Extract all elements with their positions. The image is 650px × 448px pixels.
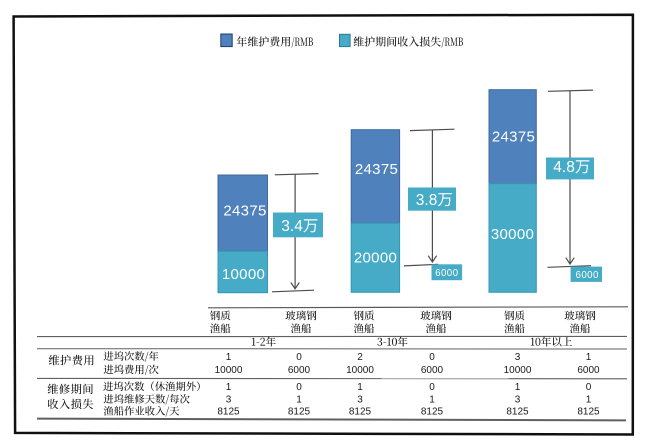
svg-text:10000: 10000 bbox=[215, 365, 243, 376]
svg-text:24375: 24375 bbox=[492, 128, 535, 145]
svg-text:3: 3 bbox=[226, 395, 232, 406]
svg-text:24375: 24375 bbox=[355, 161, 398, 178]
svg-text:8125: 8125 bbox=[421, 407, 444, 418]
svg-text:6000: 6000 bbox=[577, 365, 600, 376]
svg-text:8125: 8125 bbox=[288, 407, 311, 418]
svg-text:3: 3 bbox=[515, 395, 521, 406]
svg-text:8125: 8125 bbox=[349, 407, 372, 418]
svg-text:20000: 20000 bbox=[354, 249, 397, 266]
svg-text:0: 0 bbox=[429, 382, 435, 393]
svg-text:2: 2 bbox=[357, 352, 363, 363]
svg-text:0: 0 bbox=[586, 382, 592, 393]
svg-text:1: 1 bbox=[586, 352, 592, 363]
svg-text:0: 0 bbox=[429, 352, 435, 363]
svg-text:8125: 8125 bbox=[506, 407, 529, 418]
svg-text:3: 3 bbox=[515, 352, 521, 363]
svg-text:3.8: 3.8 bbox=[416, 192, 438, 209]
svg-text:1: 1 bbox=[429, 395, 435, 406]
svg-text:3.4: 3.4 bbox=[281, 218, 303, 235]
svg-text:1: 1 bbox=[226, 352, 232, 363]
svg-text:6000: 6000 bbox=[288, 365, 311, 376]
svg-text:1: 1 bbox=[296, 395, 302, 406]
svg-text:8125: 8125 bbox=[577, 407, 600, 418]
svg-text:6000: 6000 bbox=[421, 365, 444, 376]
svg-text:10000: 10000 bbox=[346, 365, 374, 376]
svg-text:10000: 10000 bbox=[222, 266, 265, 283]
svg-text:6000: 6000 bbox=[575, 270, 599, 281]
svg-text:1: 1 bbox=[357, 382, 363, 393]
svg-text:0: 0 bbox=[296, 352, 302, 363]
svg-text:1: 1 bbox=[515, 382, 521, 393]
svg-text:30000: 30000 bbox=[491, 226, 534, 243]
svg-text:4.8: 4.8 bbox=[553, 159, 575, 176]
svg-text:3: 3 bbox=[357, 395, 363, 406]
svg-text:10000: 10000 bbox=[504, 365, 532, 376]
svg-text:24375: 24375 bbox=[223, 202, 266, 219]
svg-text:1: 1 bbox=[226, 382, 232, 393]
svg-text:1: 1 bbox=[586, 395, 592, 406]
svg-text:8125: 8125 bbox=[217, 407, 240, 418]
svg-text:0: 0 bbox=[296, 382, 302, 393]
svg-text:6000: 6000 bbox=[435, 268, 459, 279]
